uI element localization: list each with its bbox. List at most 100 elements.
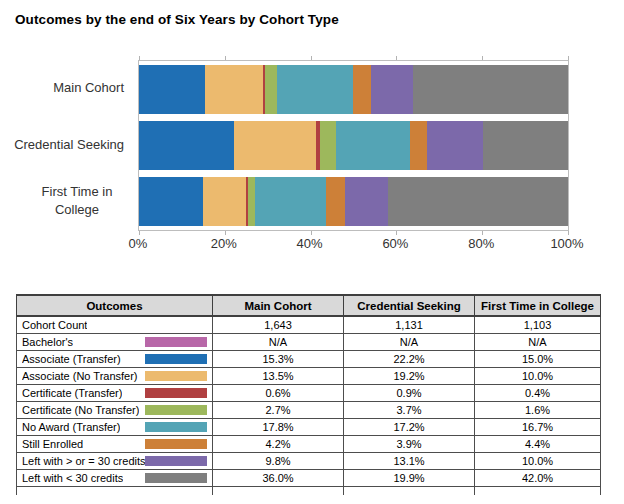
axis-tick xyxy=(482,56,483,60)
bar-row-first-time-in-college xyxy=(139,174,568,230)
value-cell: N/A xyxy=(344,334,475,351)
table-row-certificate-no-transfer: Certificate (No Transfer)2.7%3.7%1.6% xyxy=(17,402,601,419)
bar-segment-left-with-30-credits xyxy=(388,177,568,226)
bar-segment-associate-transfer xyxy=(139,65,205,114)
column-header-credential-seeking: Credential Seeking xyxy=(344,295,475,316)
value-cell: 13.1% xyxy=(344,453,475,470)
outcome-label-wrap: Left with > or = 30 credits xyxy=(17,455,212,467)
chart-title: Outcomes by the end of Six Years by Coho… xyxy=(15,12,339,27)
bar-segment-associate-no-transfer xyxy=(203,177,246,226)
value-cell: 19.2% xyxy=(344,368,475,385)
outcome-label: Associate (No Transfer) xyxy=(22,370,138,382)
bar-segment-left-with-or-30-credits xyxy=(345,177,388,226)
outcome-label: Left with > or = 30 credits xyxy=(22,455,145,467)
outcome-cell: Left with > or = 30 credits xyxy=(17,453,213,470)
stacked-bar-chart: Main CohortCredential SeekingFirst Time … xyxy=(0,60,624,252)
bar-segment-still-enrolled xyxy=(326,177,345,226)
outcome-label: No Award (Transfer) xyxy=(22,421,120,433)
outcomes-table: OutcomesMain CohortCredential SeekingFir… xyxy=(16,294,601,495)
stub-cell xyxy=(344,487,475,496)
y-axis-label-text: Main Cohort xyxy=(53,79,124,97)
legend-color-swatch-left-with-or-30-credits xyxy=(145,456,207,466)
value-cell: 4.4% xyxy=(475,436,601,453)
outcome-label-wrap: Certificate (No Transfer) xyxy=(17,404,212,416)
outcome-label: Certificate (No Transfer) xyxy=(22,404,139,416)
value-cell: 19.9% xyxy=(344,470,475,487)
outcome-cell: Associate (Transfer) xyxy=(17,351,213,368)
legend-color-swatch-still-enrolled xyxy=(145,439,207,449)
bar-segment-certificate-no-transfer xyxy=(248,177,255,226)
table-row-left-with-30-credits: Left with < 30 credits 36.0%19.9%42.0% xyxy=(17,470,601,487)
legend-color-swatch-left-with-30-credits xyxy=(145,473,207,483)
table-row-no-award-transfer: No Award (Transfer)17.8%17.2%16.7% xyxy=(17,419,601,436)
column-header-main-cohort: Main Cohort xyxy=(213,295,344,316)
value-cell: 15.3% xyxy=(213,351,344,368)
value-cell: 1.6% xyxy=(475,402,601,419)
stub-cell xyxy=(213,487,344,496)
outcome-cell: Certificate (Transfer) xyxy=(17,385,213,402)
outcome-cell: Still Enrolled xyxy=(17,436,213,453)
outcome-label: Still Enrolled xyxy=(22,438,83,450)
outcome-label: Bachelor's xyxy=(22,336,73,348)
value-cell: N/A xyxy=(475,334,601,351)
bar-segment-left-with-30-credits xyxy=(413,65,568,114)
stacked-bar-credential-seeking xyxy=(139,121,568,170)
outcome-label-wrap: Still Enrolled xyxy=(17,438,212,450)
table-row-cohort-count: Cohort Count1,6431,1311,103 xyxy=(17,316,601,334)
x-axis-tick-label: 100% xyxy=(550,236,583,251)
outcome-label-wrap: Left with < 30 credits xyxy=(17,472,212,484)
outcome-cell: Associate (No Transfer) xyxy=(17,368,213,385)
bar-segment-left-with-30-credits xyxy=(483,121,568,170)
stub-cell xyxy=(475,487,601,496)
y-axis-label-main-cohort: Main Cohort xyxy=(0,60,131,116)
bar-segment-still-enrolled xyxy=(353,65,371,114)
value-cell: 2.7% xyxy=(213,402,344,419)
bar-segment-left-with-or-30-credits xyxy=(427,121,483,170)
value-cell: 1,643 xyxy=(213,316,344,334)
table-row-associate-transfer: Associate (Transfer)15.3%22.2%15.0% xyxy=(17,351,601,368)
legend-color-swatch-bachelor-s xyxy=(145,337,207,347)
value-cell: 4.2% xyxy=(213,436,344,453)
axis-tick xyxy=(396,56,397,60)
stacked-bar-first-time-in-college xyxy=(139,177,568,226)
value-cell: N/A xyxy=(213,334,344,351)
outcome-label-wrap: Associate (No Transfer) xyxy=(17,370,212,382)
value-cell: 36.0% xyxy=(213,470,344,487)
value-cell: 9.8% xyxy=(213,453,344,470)
y-axis-labels: Main CohortCredential SeekingFirst Time … xyxy=(0,60,131,229)
x-axis-labels: 0%20%40%60%80%100% xyxy=(138,234,567,252)
legend-color-swatch-certificate-no-transfer xyxy=(145,405,207,415)
table-row-left-with-or-30-credits: Left with > or = 30 credits9.8%13.1%10.0… xyxy=(17,453,601,470)
outcome-label: Left with < 30 credits xyxy=(22,472,123,484)
x-axis-tick-label: 60% xyxy=(382,236,408,251)
column-header-outcomes: Outcomes xyxy=(17,295,213,316)
outcome-label-wrap: Cohort Count xyxy=(17,319,212,331)
value-cell: 1,131 xyxy=(344,316,475,334)
value-cell: 42.0% xyxy=(475,470,601,487)
value-cell: 0.4% xyxy=(475,385,601,402)
x-axis-tick-label: 40% xyxy=(297,236,323,251)
value-cell: 10.0% xyxy=(475,368,601,385)
legend-color-swatch-certificate-transfer xyxy=(145,388,207,398)
outcome-cell: Cohort Count xyxy=(17,316,213,334)
axis-tick xyxy=(225,56,226,60)
table-header-row: OutcomesMain CohortCredential SeekingFir… xyxy=(17,295,601,316)
bar-segment-associate-no-transfer xyxy=(234,121,316,170)
y-axis-label-first-time-in-college: First Time in College xyxy=(0,173,131,229)
bar-segment-no-award-transfer xyxy=(336,121,410,170)
value-cell: 1,103 xyxy=(475,316,601,334)
legend-color-swatch-associate-no-transfer xyxy=(145,371,207,381)
bar-segment-no-award-transfer xyxy=(255,177,327,226)
table-row-certificate-transfer: Certificate (Transfer)0.6%0.9%0.4% xyxy=(17,385,601,402)
value-cell: 17.2% xyxy=(344,419,475,436)
axis-tick xyxy=(311,56,312,60)
column-header-first-time-in-college: First Time in College xyxy=(475,295,601,316)
outcome-label-wrap: No Award (Transfer) xyxy=(17,421,212,433)
table-row-associate-no-transfer: Associate (No Transfer)13.5%19.2%10.0% xyxy=(17,368,601,385)
bar-segment-associate-transfer xyxy=(139,121,234,170)
table-row-bachelor-s: Bachelor'sN/AN/AN/A xyxy=(17,334,601,351)
axis-tick xyxy=(568,231,569,235)
y-axis-label-text: First Time in College xyxy=(30,183,124,218)
outcome-label-wrap: Bachelor's xyxy=(17,336,212,348)
value-cell: 0.9% xyxy=(344,385,475,402)
